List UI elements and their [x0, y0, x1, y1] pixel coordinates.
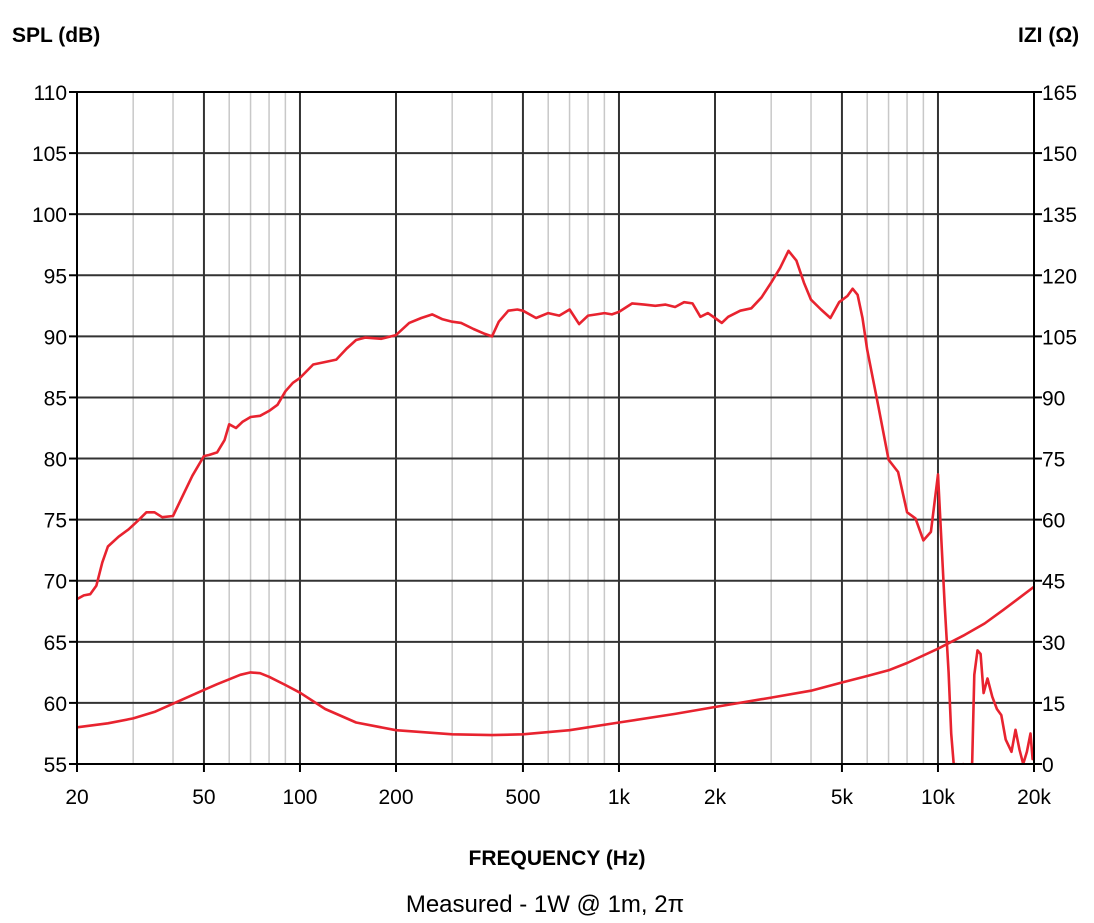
spl-series-line [77, 249, 1034, 765]
y-right-tick-label: 105 [1042, 326, 1077, 349]
impedance-series-line [77, 585, 1034, 737]
y-left-tick-label: 65 [44, 632, 67, 655]
y-left-tick-label: 55 [44, 754, 67, 777]
x-tick-label: 2k [704, 786, 727, 809]
x-tick-label: 10k [921, 786, 955, 809]
y-left-tick-label: 60 [44, 693, 67, 716]
x-tick-label: 1k [608, 786, 631, 809]
x-tick-label: 20 [65, 786, 88, 809]
y-left-tick-labels: 110 105 100 95 90 85 80 75 70 65 60 55 [32, 82, 77, 777]
y-right-tick-label: 15 [1042, 693, 1065, 716]
y-left-tick-label: 90 [44, 326, 67, 349]
y-left-tick-label: 105 [32, 143, 67, 166]
y-left-tick-label: 75 [44, 510, 67, 533]
y-left-tick-label: 70 [44, 571, 67, 594]
y-left-tick-label: 95 [44, 265, 67, 288]
x-tick-label: 5k [831, 786, 854, 809]
major-grid [77, 92, 1034, 764]
y-right-tick-label: 75 [1042, 449, 1065, 472]
y-right-tick-label: 60 [1042, 510, 1065, 533]
y-right-tick-label: 45 [1042, 571, 1065, 594]
y-right-tick-label: 0 [1042, 754, 1054, 777]
y-left-tick-label: 110 [34, 82, 67, 105]
y-right-tick-label: 30 [1042, 632, 1065, 655]
x-tick-label: 50 [192, 786, 215, 809]
y-left-tick-label: 80 [44, 449, 67, 472]
x-tick-label: 100 [282, 786, 317, 809]
y-right-axis-title: IZI (Ω) [1018, 24, 1079, 47]
plot-frame [76, 91, 1035, 765]
x-tick-label: 200 [378, 786, 413, 809]
series-layer [77, 249, 1034, 765]
minor-grid [132, 92, 925, 764]
x-tick-label: 500 [505, 786, 540, 809]
y-right-tick-label: 150 [1042, 143, 1077, 166]
x-tick-label: 20k [1017, 786, 1051, 809]
y-left-tick-label: 85 [44, 387, 67, 410]
y-left-axis-title: SPL (dB) [12, 24, 100, 47]
x-axis-title: FREQUENCY (Hz) [469, 847, 646, 870]
y-right-tick-label: 90 [1042, 387, 1065, 410]
y-right-tick-label: 135 [1042, 204, 1077, 227]
y-left-tick-label: 100 [32, 204, 67, 227]
x-tick-labels: 20 50 100 200 500 1k 2k 5k 10k 20k [65, 764, 1051, 809]
measurement-caption: Measured - 1W @ 1m, 2π [406, 891, 684, 918]
y-right-tick-label: 165 [1042, 82, 1077, 105]
y-right-tick-label: 120 [1042, 265, 1077, 288]
